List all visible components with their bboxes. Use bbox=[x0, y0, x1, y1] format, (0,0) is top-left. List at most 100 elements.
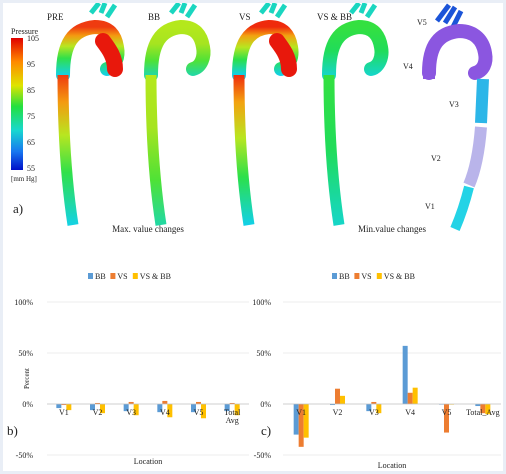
chart-2-ytick-0: 100% bbox=[252, 298, 271, 307]
chart-1-ytick-0: 100% bbox=[14, 298, 33, 307]
figure-canvas: Max. value changes BB VS VS & BB 100% 50% 0% -5… bbox=[7, 3, 501, 470]
segment-label-v3: V3 bbox=[449, 100, 459, 109]
chart-2-bar-bb-total-avg bbox=[475, 404, 481, 407]
segment-label-v5: V5 bbox=[417, 18, 427, 27]
chart-1-bar-bb-v4 bbox=[157, 404, 163, 413]
segment-label-v4: V4 bbox=[403, 62, 413, 71]
chart-1-xlabel: Location bbox=[134, 457, 162, 466]
model-label-vs-bb: VS & BB bbox=[317, 12, 352, 22]
chart-2-legend-swatch-vs bbox=[354, 273, 360, 279]
aorta-model-vs-bb bbox=[322, 3, 389, 226]
chart-1-ylabel: Percent bbox=[23, 368, 31, 389]
chart-2-xtick-v4: V4 bbox=[405, 408, 415, 417]
chart-1-bar-vs-bb-total-avg bbox=[234, 404, 240, 416]
chart-1-bar-vs-total-avg bbox=[229, 402, 235, 404]
chart-2-bar-bb-v4 bbox=[402, 345, 408, 404]
chart-1-ytick-1: 50% bbox=[18, 349, 33, 358]
chart-2-bar-vs-v5 bbox=[444, 404, 449, 433]
chart-1-bar-vs-v4 bbox=[162, 400, 168, 404]
colorbar-tick-75: 75 bbox=[27, 112, 35, 121]
colorbar-tick-105: 105 bbox=[27, 34, 39, 43]
chart-1-legend-swatch-bb bbox=[88, 273, 93, 279]
chart-1-bar-vs-v1 bbox=[61, 404, 67, 406]
chart-1-bar-vs-bb-v5 bbox=[201, 404, 206, 419]
chart-1-xtick-v1: V1 bbox=[59, 408, 69, 417]
chart-1-legend-label-vs-bb: VS & BB bbox=[140, 272, 171, 281]
colorbar-gradient bbox=[11, 38, 23, 170]
chart-2-bar-bb-v2 bbox=[330, 404, 335, 406]
chart-2-panel-label: c) bbox=[261, 423, 271, 438]
chart-1-bar-bb-v1 bbox=[56, 404, 62, 409]
chart-2-xlabel: Location bbox=[378, 461, 406, 470]
chart-2-bar-vs-total-avg bbox=[480, 404, 486, 414]
chart-1-bar-vs-v2 bbox=[95, 402, 100, 404]
chart-1-ytick-3: -50% bbox=[16, 451, 34, 460]
chart-2-bar-vs-bb-v2 bbox=[340, 395, 345, 404]
chart-2-legend-label-vs-bb: VS & BB bbox=[384, 272, 415, 281]
chart-2-xtick-v5: V5 bbox=[442, 408, 452, 417]
chart-1-xtick-total-avg-line2: Avg bbox=[226, 416, 239, 425]
chart-2-legend-swatch-vs-bb bbox=[376, 273, 382, 279]
chart-2-bar-vs-v3 bbox=[371, 401, 377, 404]
chart-2-xtick-v3: V3 bbox=[369, 408, 379, 417]
colorbar-unit: [mm Hg] bbox=[11, 175, 37, 183]
aorta-model-vs bbox=[232, 3, 299, 226]
chart-2-bar-vs-bb-v3 bbox=[376, 404, 382, 414]
aorta-segment-model bbox=[422, 3, 493, 231]
chart-2-legend-label-bb: BB bbox=[339, 272, 350, 281]
pressure-colorbar bbox=[11, 38, 23, 170]
colorbar-tick-85: 85 bbox=[27, 86, 35, 95]
chart-1-legend-swatch-vs-bb bbox=[132, 273, 138, 279]
chart-1-bar-bb-v5 bbox=[191, 404, 196, 413]
chart-2-xtick-v1: V1 bbox=[296, 408, 306, 417]
chart-1-bar-vs-v3 bbox=[128, 401, 134, 404]
chart-1-xtick-v3: V3 bbox=[126, 408, 136, 417]
chart-1-ytick-2: 0% bbox=[22, 400, 33, 409]
chart-1-bar-bb-v3 bbox=[123, 404, 129, 412]
chart-1-xtick-total-avg: Total bbox=[224, 408, 241, 417]
chart-1-bar-vs-bb-v3 bbox=[133, 404, 139, 416]
colorbar-tick-65: 65 bbox=[27, 138, 35, 147]
chart-2-bar-bb-v1 bbox=[293, 404, 299, 435]
segment-label-v1: V1 bbox=[425, 202, 435, 211]
chart-2-bar-vs-bb-v4 bbox=[412, 387, 418, 404]
chart-1-legend-label-vs: VS bbox=[117, 272, 127, 281]
chart-2-xtick-v2: V2 bbox=[333, 408, 343, 417]
chart-2-bar-vs-v4 bbox=[407, 392, 413, 404]
aorta-model-pre bbox=[56, 3, 125, 226]
chart-2-bar-bb-v3 bbox=[366, 404, 372, 412]
panel-a-texts: a) PRE BB VS VS & BB Pressure 105 95 85 … bbox=[11, 12, 459, 216]
chart-2-bar-vs-v2 bbox=[335, 388, 340, 404]
chart-2-ytick-3: -50% bbox=[254, 451, 272, 460]
panel-a bbox=[11, 3, 493, 231]
chart-1-bar-vs-bb-v4 bbox=[167, 404, 173, 418]
figure-frame: Max. value changes BB VS VS & BB 100% 50% 0% -5… bbox=[3, 3, 503, 471]
model-label-bb: BB bbox=[148, 12, 160, 22]
colorbar-tick-55: 55 bbox=[27, 164, 35, 173]
chart-2-legend-swatch-bb bbox=[332, 273, 337, 279]
chart-1-bar-bb-v2 bbox=[90, 404, 95, 411]
chart-1-xtick-v2: V2 bbox=[93, 408, 103, 417]
panel-a-label: a) bbox=[13, 201, 23, 216]
chart-1-legend-label-bb: BB bbox=[95, 272, 106, 281]
chart-2-title: Min.value changes bbox=[358, 224, 426, 234]
chart-2-ytick-1: 50% bbox=[256, 349, 271, 358]
chart-1-panel-label: b) bbox=[7, 423, 18, 438]
model-label-pre: PRE bbox=[47, 12, 64, 22]
chart-1-bar-vs-bb-v1 bbox=[66, 404, 72, 411]
chart-2-ytick-2: 0% bbox=[260, 400, 271, 409]
chart-2-bar-vs-bb-v1 bbox=[303, 404, 309, 438]
chart-1-xtick-v5: V5 bbox=[194, 408, 204, 417]
chart-1-bar-vs-v5 bbox=[196, 401, 201, 404]
chart-2-legend-label-vs: VS bbox=[361, 272, 371, 281]
model-label-vs: VS bbox=[239, 12, 251, 22]
colorbar-title: Pressure bbox=[11, 27, 39, 36]
chart-1-legend-swatch-vs bbox=[110, 273, 116, 279]
chart-1-bar-bb-total-avg bbox=[224, 404, 230, 412]
colorbar-tick-95: 95 bbox=[27, 60, 35, 69]
segment-label-v2: V2 bbox=[431, 154, 441, 163]
chart-2-bar-vs-v1 bbox=[298, 404, 304, 447]
chart-1-title: Max. value changes bbox=[112, 224, 184, 234]
chart-1-bar-vs-bb-v2 bbox=[100, 404, 105, 414]
aorta-model-bb bbox=[144, 3, 211, 226]
